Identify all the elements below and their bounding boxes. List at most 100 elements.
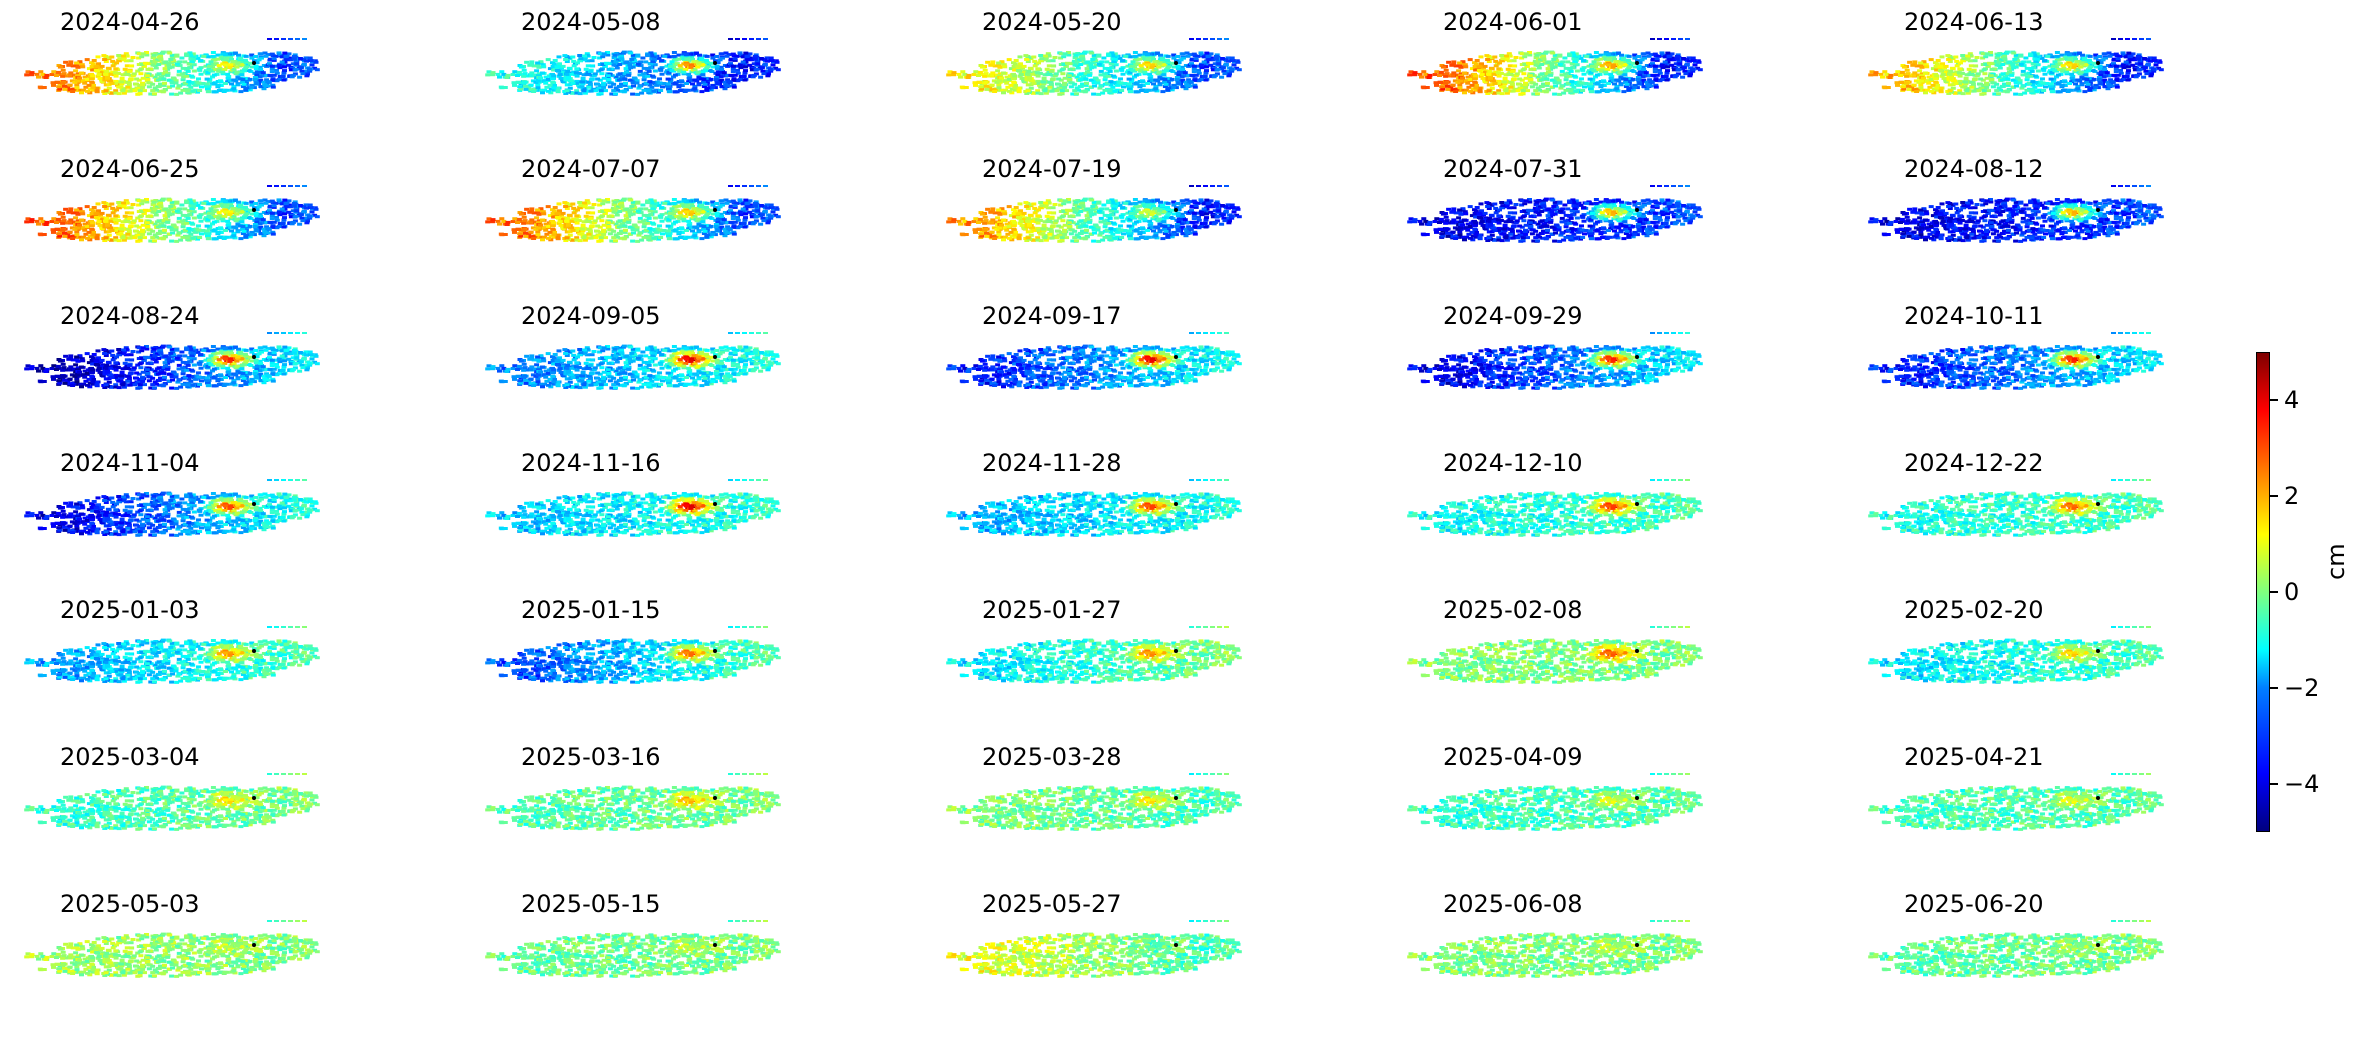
map-pixel bbox=[1151, 58, 1156, 61]
map-pixel bbox=[1052, 56, 1058, 59]
map-pixel bbox=[1021, 64, 1027, 68]
map-pixel bbox=[601, 76, 607, 80]
map-pixel bbox=[184, 89, 190, 93]
map-pixel bbox=[274, 79, 280, 83]
map-pixel bbox=[622, 77, 628, 81]
map-pixel bbox=[258, 52, 264, 56]
map-pixel bbox=[1457, 63, 1463, 67]
map-pixel bbox=[1470, 91, 1476, 95]
map-pixel bbox=[1412, 73, 1417, 77]
map-pixel bbox=[1004, 75, 1010, 79]
map-pixel bbox=[1165, 80, 1171, 84]
map-pixel bbox=[116, 201, 122, 204]
map-pixel bbox=[1162, 85, 1168, 88]
map-pixel bbox=[1587, 84, 1592, 88]
map-pixel bbox=[637, 73, 643, 77]
map-pixel bbox=[137, 238, 143, 241]
map-pixel bbox=[303, 56, 309, 60]
map-pixel bbox=[167, 66, 173, 70]
map-pixel bbox=[1150, 78, 1156, 82]
map-pixel bbox=[1502, 82, 1508, 86]
map-pixel bbox=[1905, 72, 1911, 76]
map-pixel bbox=[249, 56, 255, 60]
map-pixel bbox=[273, 64, 279, 68]
map-pixel bbox=[2079, 83, 2085, 87]
map-pixel bbox=[182, 60, 188, 64]
map-pixel bbox=[1579, 77, 1584, 81]
map-pixel bbox=[762, 57, 767, 61]
map-pixel bbox=[550, 80, 556, 84]
map-pixel bbox=[1203, 78, 1209, 82]
map-pixel bbox=[693, 51, 699, 55]
map-pixel bbox=[204, 84, 209, 88]
map-pixel bbox=[1106, 67, 1112, 70]
map-pixel bbox=[1551, 57, 1557, 61]
map-pixel bbox=[629, 60, 635, 64]
map-pixel bbox=[126, 69, 132, 73]
map-pixel bbox=[2126, 60, 2132, 64]
map-pixel bbox=[1563, 78, 1569, 82]
map-pixel bbox=[307, 56, 313, 60]
map-pixel bbox=[1169, 88, 1175, 92]
map-pixel bbox=[168, 60, 174, 64]
map-pixel bbox=[2127, 55, 2133, 59]
map-pixel bbox=[1946, 78, 1952, 82]
map-pixel bbox=[1898, 74, 1903, 77]
map-pixel bbox=[1497, 61, 1502, 65]
map-pixel bbox=[226, 222, 232, 225]
map-pixel bbox=[973, 70, 979, 74]
map-pixel bbox=[732, 57, 738, 61]
map-pixel bbox=[684, 57, 690, 61]
map-pixel bbox=[983, 72, 989, 76]
map-pixel bbox=[651, 63, 656, 67]
map-pixel bbox=[1433, 81, 1439, 85]
map-pixel bbox=[126, 82, 132, 86]
map-pixel bbox=[728, 62, 733, 66]
map-pixel bbox=[1019, 76, 1025, 80]
map-pixel bbox=[989, 73, 995, 77]
map-pixel bbox=[239, 210, 245, 213]
map-pixel bbox=[1025, 83, 1031, 87]
map-pixel bbox=[2042, 59, 2048, 63]
map-pixel bbox=[1608, 52, 1614, 56]
map-pixel bbox=[2051, 64, 2056, 68]
map-pixel bbox=[166, 63, 172, 67]
map-pixel bbox=[2111, 62, 2116, 66]
map-pixel bbox=[1974, 56, 1980, 59]
map-pixel bbox=[1058, 78, 1064, 82]
map-pixel bbox=[754, 59, 760, 63]
map-pixel bbox=[1940, 62, 1945, 66]
map-pixel bbox=[1140, 80, 1146, 84]
map-pixel bbox=[1545, 67, 1551, 71]
map-pixel bbox=[643, 71, 649, 75]
map-pixel bbox=[538, 76, 543, 80]
map-pixel bbox=[1111, 59, 1117, 63]
map-pixel bbox=[1220, 66, 1226, 70]
map-pixel bbox=[550, 77, 555, 81]
map-pixel bbox=[1212, 73, 1218, 77]
map-pixel bbox=[1986, 89, 1991, 93]
map-pixel bbox=[2103, 56, 2108, 60]
map-pixel bbox=[228, 202, 234, 206]
map-pixel bbox=[136, 52, 142, 56]
map-pixel bbox=[1972, 59, 1978, 63]
map-pixel bbox=[254, 70, 260, 74]
map-pixel bbox=[601, 85, 607, 89]
map-pixel bbox=[725, 64, 731, 68]
map-pixel bbox=[2026, 71, 2032, 75]
map-pixel bbox=[305, 219, 310, 223]
map-pixel bbox=[1212, 62, 1218, 66]
map-pixel bbox=[2114, 85, 2120, 89]
reference-point-marker bbox=[2096, 61, 2100, 65]
map-pixel bbox=[226, 75, 232, 78]
map-pixel bbox=[710, 53, 716, 57]
map-pixel bbox=[1156, 65, 1162, 69]
map-pixel bbox=[1045, 53, 1051, 57]
map-pixel bbox=[297, 222, 303, 226]
map-pixel bbox=[38, 70, 44, 74]
map-pixel bbox=[570, 91, 575, 95]
map-pixel bbox=[2025, 75, 2031, 79]
map-pixel bbox=[1685, 70, 1691, 74]
map-pixel bbox=[694, 79, 700, 83]
map-pixel bbox=[1043, 88, 1049, 92]
